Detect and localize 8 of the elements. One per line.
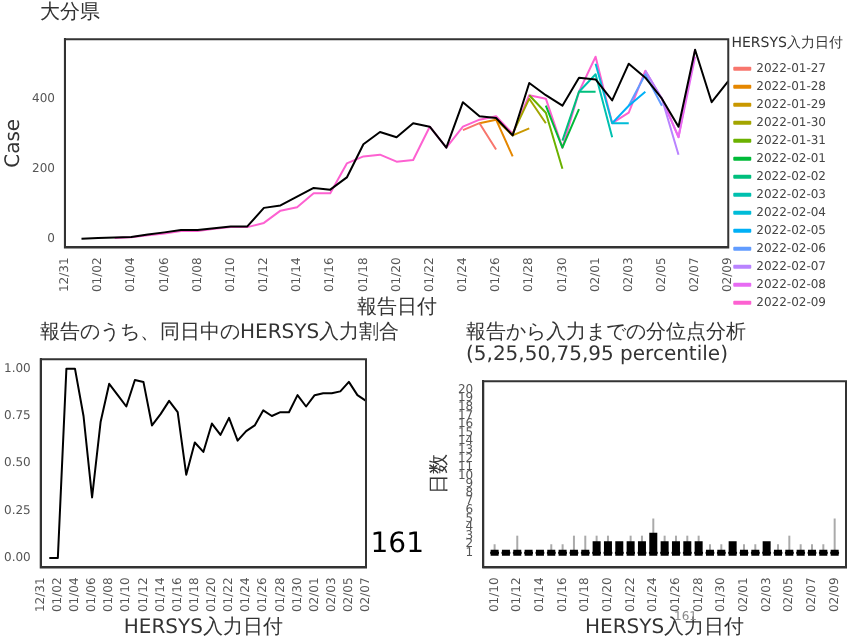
x-axis-title: 報告日付 <box>356 295 437 320</box>
text: 161 <box>370 528 424 560</box>
chart-title: 報告のうち、同日中のHERSYS入力割合 <box>40 322 402 344</box>
chart-title: 大分県 <box>40 2 102 24</box>
chart-title: 報告から入力までの分位点分析(5,25,50,75,95 percentile) <box>466 322 748 366</box>
x-axis-title: HERSYS入力日付 <box>123 615 283 640</box>
y-axis-title: Case <box>3 118 26 168</box>
y-axis-title: 日数 <box>429 454 452 495</box>
